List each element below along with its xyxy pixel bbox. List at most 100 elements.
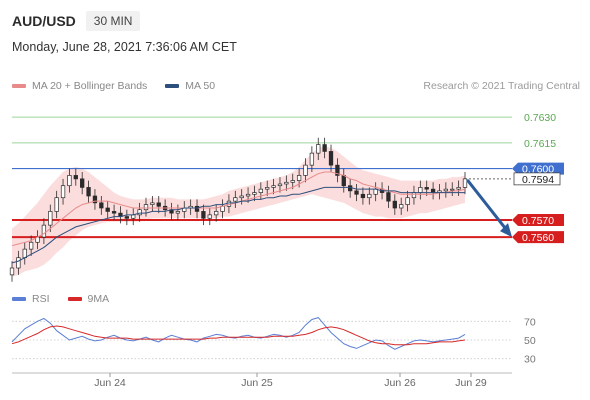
candle-body [99, 202, 104, 209]
candle-body [124, 216, 129, 219]
candle-body [41, 224, 47, 238]
rsi-swatch-icon [12, 297, 26, 301]
candle-body [9, 267, 15, 276]
candle-body [22, 248, 27, 259]
candle-body [284, 181, 289, 185]
candle-body [252, 192, 257, 195]
candle-body [194, 205, 200, 212]
candle-body [80, 178, 85, 188]
candle-body [456, 187, 461, 190]
candle-body [105, 207, 110, 212]
x-tick-label: Jun 24 [94, 377, 126, 389]
candle-body [265, 187, 270, 190]
candle-body [16, 257, 21, 269]
candle-body [418, 187, 423, 193]
rsi-legend: RSI 9MA [12, 293, 127, 305]
symbol-title: AUD/USD [12, 13, 76, 29]
datetime-label: Monday, June 28, 2021 7:36:06 AM CET [12, 40, 237, 54]
candle-body [322, 144, 327, 152]
candle-body [405, 197, 410, 205]
candle-body [424, 187, 429, 190]
candle-body [443, 188, 449, 192]
rsi-tick-label: 50 [524, 335, 536, 347]
candle-body [28, 241, 34, 250]
ma50-swatch-icon [165, 84, 180, 88]
last-price-tag [513, 172, 561, 186]
candle-body [316, 144, 321, 154]
candle-body [399, 204, 404, 209]
candle-body [111, 211, 117, 214]
candle-body [296, 175, 302, 181]
level-label: 0.7560 [522, 232, 554, 244]
candle-body [328, 151, 334, 166]
candle-body [60, 185, 66, 199]
candle-body [309, 152, 315, 166]
candle-body [150, 202, 155, 205]
header: AUD/USD 30 MIN [12, 10, 141, 32]
credit-text: Research © 2021 Trading Central [423, 80, 580, 92]
candle-body [201, 211, 206, 219]
x-tick-label: Jun 25 [241, 377, 273, 389]
legend-9ma-label: 9MA [87, 293, 110, 305]
candle-body [354, 190, 359, 195]
candle-body [48, 211, 53, 226]
candle-body [143, 204, 149, 211]
candle-body [360, 193, 366, 199]
level-tag [512, 162, 564, 175]
candle-body [303, 164, 308, 176]
candle-body [290, 180, 295, 183]
candle-body [411, 192, 417, 199]
candle-body [54, 197, 59, 212]
level-label: 0.7615 [524, 138, 556, 150]
last-price-label: 0.7594 [522, 174, 554, 186]
candle-body [137, 209, 142, 216]
level-tag [512, 214, 564, 226]
candle-body [73, 175, 78, 180]
level-label: 0.7570 [522, 215, 554, 227]
ma9-swatch-icon [67, 297, 82, 301]
candle-body [271, 185, 276, 188]
candle-body [367, 193, 372, 199]
candle-body [392, 200, 397, 209]
candle-body [341, 175, 346, 187]
x-tick-label: Jun 26 [384, 377, 416, 389]
legend-rsi-label: RSI [32, 293, 50, 305]
candle-body [92, 195, 98, 204]
candle-body [67, 175, 72, 187]
candle-body [348, 185, 353, 192]
legend-ma20-label: MA 20 + Bollinger Bands [32, 80, 148, 92]
level-label: 0.7630 [524, 112, 556, 124]
ma50-line [11, 186, 465, 264]
level-tag [512, 231, 564, 244]
candle-body [214, 211, 219, 216]
candle-body [430, 188, 436, 193]
candle-body [335, 164, 340, 176]
legend-9ma: 9MA [67, 293, 110, 305]
legend-ma50: MA 50 [165, 80, 215, 92]
candle-body [207, 214, 212, 219]
candle-body [175, 211, 181, 214]
rsi-tick-label: 30 [524, 354, 536, 366]
candle-body [258, 188, 263, 193]
candle-body [277, 183, 283, 187]
forecast-arrow-line [466, 179, 508, 231]
legend-ma20: MA 20 + Bollinger Bands [12, 80, 147, 92]
candle-body [450, 188, 455, 191]
legend-ma50-label: MA 50 [185, 80, 216, 92]
price-legend: MA 20 + Bollinger Bands MA 50 [12, 80, 233, 92]
rsi-ma-line [11, 325, 466, 346]
ma20-swatch-icon [12, 84, 26, 88]
timeframe-badge[interactable]: 30 MIN [85, 11, 141, 31]
candle-body [386, 192, 391, 202]
candle-body [86, 187, 91, 197]
candle-body [239, 195, 244, 199]
legend-rsi: RSI [12, 293, 50, 305]
candle-body [233, 197, 238, 202]
forecast-arrow-icon [500, 223, 512, 238]
candle-body [245, 193, 251, 197]
candle-body [462, 178, 468, 188]
x-tick-label: Jun 29 [455, 377, 487, 389]
bollinger-band-fill [12, 146, 465, 277]
candle-body [156, 202, 161, 207]
